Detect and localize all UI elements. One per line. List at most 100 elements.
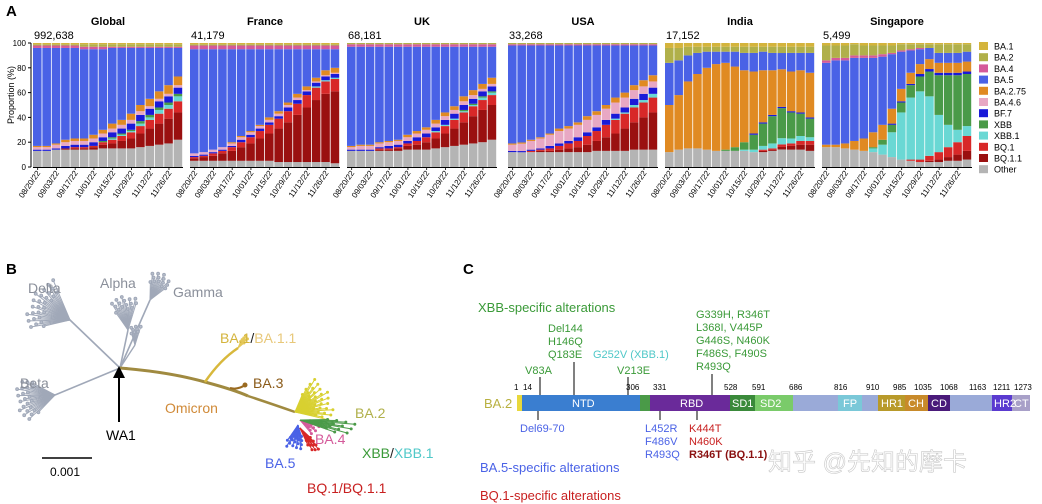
bar-segment-xbb-1 <box>468 105 478 107</box>
bar-segment-ba-4-6 <box>236 137 246 140</box>
bar-segment-ba-5 <box>33 47 42 146</box>
domain-fp-hr1 <box>862 395 878 411</box>
bar-segment-ba-5 <box>450 46 459 107</box>
bar-segment-bf-7 <box>459 105 469 110</box>
legend-entry: BA.4 <box>994 64 1014 74</box>
bar-segment-other <box>840 148 850 167</box>
bar-segment-ba-2 <box>674 47 683 61</box>
bar-segment-xbb <box>953 75 962 130</box>
bar-segment-xbb <box>749 134 758 150</box>
domain-ct <box>1012 395 1030 411</box>
bar-segment-ba-5 <box>943 52 953 63</box>
pos-1211: 1211 <box>993 383 1011 392</box>
bar-segment-xbb-1 <box>805 137 815 141</box>
ba3-tip <box>242 382 248 388</box>
bar-segment-other <box>255 160 265 167</box>
bar-segment-other <box>403 149 412 167</box>
bar-segment-ba-2 <box>246 44 255 46</box>
chart-title: Global <box>91 16 125 28</box>
bar-segment-ba-4 <box>468 44 478 47</box>
bar-segment-other <box>639 149 648 167</box>
bar-segment-other <box>293 162 302 167</box>
tree-tip <box>18 399 23 404</box>
ba5-f486v: F486V <box>645 436 678 448</box>
bar-segment-ba-5 <box>70 47 80 139</box>
bar-segment-ba-4 <box>190 45 199 50</box>
bar-segment-ba-5 <box>601 45 611 105</box>
bar-segment-bf-7 <box>218 149 227 151</box>
xbb-v213e: V213E <box>617 365 650 377</box>
bar-segment-ba-4-6 <box>611 102 620 114</box>
bar-segment-other <box>564 152 573 167</box>
bar-segment-other <box>878 154 887 167</box>
bar-segment-ba-5 <box>786 52 796 72</box>
bar-segment-ba-2-75 <box>749 71 758 134</box>
omicron-tip <box>323 411 326 415</box>
tree-tip <box>37 315 42 320</box>
bar-segment-other <box>554 152 564 167</box>
bar-segment-ba-4 <box>89 46 98 50</box>
bar-segment-ba-2-75 <box>356 144 365 146</box>
bar-segment-bq-1 <box>450 119 459 129</box>
bar-segment-other <box>51 149 61 167</box>
bar-segment-bq-1 <box>573 140 583 148</box>
omicron-tip <box>242 341 246 345</box>
sample-count: 17,152 <box>666 30 700 42</box>
bar-segment-ba-1 <box>302 43 312 45</box>
bar-segment-ba-4 <box>375 44 384 47</box>
bar-segment-ba-4 <box>126 46 136 48</box>
bar-segment-bq-1 <box>536 149 545 151</box>
bar-segment-ba-2 <box>749 46 758 53</box>
xbb-g252v: G252V (XBB.1) <box>593 349 669 361</box>
bar-segment-xbb-1 <box>629 105 639 108</box>
bar-segment-bq-1 <box>136 126 145 134</box>
legend-entry: BA.1 <box>994 42 1014 52</box>
bar-segment-bf-7 <box>412 137 422 141</box>
bar-segment-ba-4 <box>611 44 620 46</box>
bar-segment-xbb-1 <box>126 131 136 133</box>
bar-segment-bf-7 <box>246 134 255 138</box>
bar-segment-ba-2-75 <box>850 140 859 150</box>
bar-segment-xbb-1 <box>459 111 469 113</box>
bar-segment-other <box>302 162 312 167</box>
bar-segment-ba-4-6 <box>33 147 42 150</box>
bar-segment-ba-2-75 <box>375 142 384 144</box>
bar-segment-bq-1-1 <box>934 159 944 163</box>
tree-branch <box>127 303 137 331</box>
bar-segment-xbb <box>730 147 740 151</box>
bar-segment-bf-7 <box>126 123 136 130</box>
bar-segment-bq-1-1 <box>478 109 487 143</box>
pos-306: 306 <box>626 383 640 392</box>
legend-entry: BA.4.6 <box>994 98 1021 108</box>
tree-branch <box>149 288 166 301</box>
tree-trunk <box>119 344 136 369</box>
bar-segment-ba-2-75 <box>517 142 526 144</box>
panel-b-phylogenetic-tree: Delta Alpha Gamma Beta Omicron BA.1/BA.1… <box>15 271 434 496</box>
bar-segment-xbb <box>98 140 108 143</box>
bar-segment-bq-1-1 <box>321 93 330 163</box>
bar-segment-ba-2 <box>384 43 394 45</box>
bar-segment-ba-2-75 <box>431 119 440 124</box>
bar-segment-bq-1-1 <box>620 128 630 151</box>
bar-segment-bf-7 <box>601 119 611 125</box>
legend-entry: BQ.1 <box>994 142 1015 152</box>
bar-segment-ba-4 <box>283 45 293 50</box>
bar-segment-ba-4 <box>311 45 321 50</box>
bar-segment-ba-2 <box>859 45 869 56</box>
bar-segment-ba-4 <box>648 44 658 46</box>
bar-segment-bf-7 <box>311 82 321 87</box>
bar-segment-ba-4 <box>459 44 469 47</box>
bar-segment-ba-5 <box>255 49 265 125</box>
hr1-label: HR1 <box>881 398 903 410</box>
bar-segment-bq-1 <box>526 150 536 153</box>
tree-tip <box>138 324 143 329</box>
bar-segment-ba-5 <box>440 46 450 113</box>
bar-segment-ba-2 <box>136 44 145 47</box>
bar-segment-other <box>422 149 431 167</box>
bar-segment-ba-2-75 <box>468 90 478 96</box>
tree-tip <box>17 408 22 413</box>
bar-segment-ba-1 <box>255 43 265 45</box>
bar-segment-bq-1-1 <box>459 122 469 145</box>
tree-tip <box>163 286 168 291</box>
bar-segment-other <box>61 149 70 167</box>
